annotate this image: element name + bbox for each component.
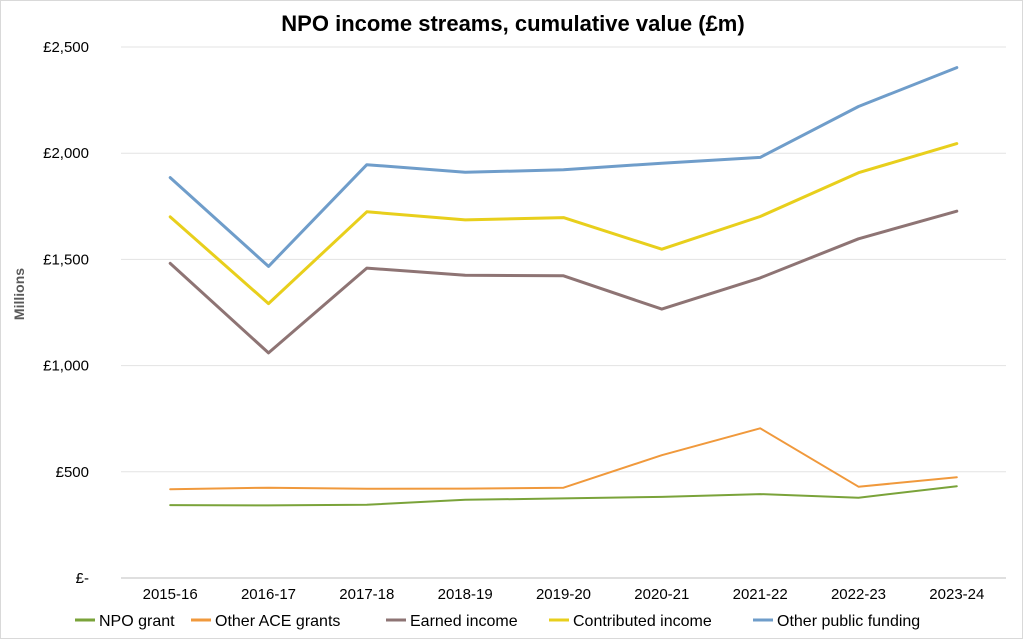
legend-label: Other public funding — [777, 613, 920, 630]
legend-label: Contributed income — [573, 613, 712, 630]
series-line — [170, 68, 957, 267]
y-tick-label: £500 — [56, 464, 89, 481]
series-lines — [170, 68, 957, 506]
x-tick-label: 2018-19 — [438, 586, 493, 603]
legend-label: NPO grant — [99, 613, 175, 630]
y-tick-label: £- — [76, 570, 89, 587]
y-tick-label: £2,000 — [43, 145, 89, 162]
x-tick-label: 2020-21 — [634, 586, 689, 603]
legend-item: Other ACE grants — [191, 613, 340, 630]
y-axis-title: Millions — [11, 268, 27, 320]
legend-item: NPO grant — [75, 613, 175, 630]
y-tick-label: £2,500 — [43, 39, 89, 56]
x-tick-label: 2019-20 — [536, 586, 591, 603]
series-line — [170, 144, 957, 304]
chart-title: NPO income streams, cumulative value (£m… — [281, 11, 744, 36]
x-axis-ticks: 2015-16 2016-17 2017-18 2018-19 2019-20 2020-… — [143, 586, 985, 603]
series-earned-income — [170, 211, 957, 353]
x-tick-label: 2016-17 — [241, 586, 296, 603]
x-tick-label: 2017-18 — [339, 586, 394, 603]
series-line — [170, 211, 957, 353]
series-line — [170, 486, 957, 505]
legend-item: Earned income — [386, 613, 518, 630]
x-tick-label: 2021-22 — [733, 586, 788, 603]
series-npo-grant — [170, 486, 957, 505]
y-axis-ticks: £- £500 £1,000 £1,500 £2,000 £2,500 — [43, 39, 89, 587]
x-tick-label: 2023-24 — [929, 586, 984, 603]
y-tick-label: £1,000 — [43, 358, 89, 375]
series-contributed-income — [170, 144, 957, 304]
legend-item: Contributed income — [549, 613, 712, 630]
legend-label: Other ACE grants — [215, 613, 340, 630]
x-tick-label: 2022-23 — [831, 586, 886, 603]
x-tick-label: 2015-16 — [143, 586, 198, 603]
series-other-public-funding — [170, 68, 957, 267]
series-other-ace-grants — [170, 428, 957, 489]
legend: NPO grant Other ACE grants Earned income Co… — [75, 613, 920, 630]
legend-item: Other public funding — [753, 613, 920, 630]
y-tick-label: £1,500 — [43, 251, 89, 268]
legend-label: Earned income — [410, 613, 518, 630]
series-line — [170, 428, 957, 489]
